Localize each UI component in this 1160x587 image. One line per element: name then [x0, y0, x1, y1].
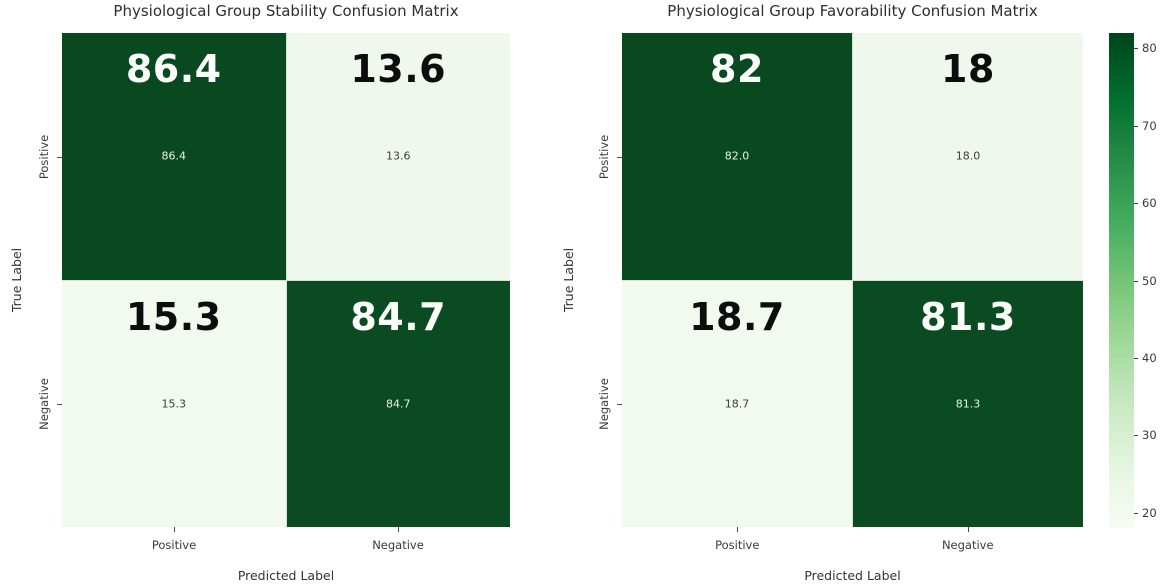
big-value-label: 82	[710, 47, 764, 91]
big-value-label: 84.7	[350, 294, 447, 339]
colorbar-tick-mark	[1134, 280, 1138, 282]
colorbar-tick-mark	[1134, 512, 1138, 514]
y-tick-mark	[57, 403, 62, 405]
stability-axes: Physiological Group Stability Confusion …	[9, 2, 510, 583]
small-value-label: 86.4	[161, 149, 187, 163]
xtick-positive: Positive	[151, 538, 197, 552]
small-value-label: 15.3	[161, 397, 187, 411]
small-value-label: 82.0	[724, 149, 750, 163]
big-value-label: 13.6	[350, 47, 447, 91]
colorbar-tick-mark	[1134, 357, 1138, 359]
colorbar-tick-label: 40	[1142, 350, 1157, 365]
y-tick-mark	[57, 156, 62, 158]
chart-title-stability: Physiological Group Stability Confusion …	[113, 2, 459, 20]
colorbar-tick-mark	[1134, 48, 1138, 50]
colorbar-tick-label: 70	[1142, 118, 1157, 133]
colorbar-tick-mark	[1134, 435, 1138, 437]
chart-title-favorability: Physiological Group Favorability Confusi…	[667, 2, 1038, 20]
big-value-label: 15.3	[125, 294, 222, 339]
big-value-label: 81.3	[920, 294, 1016, 339]
ytick-negative: Negative	[37, 377, 51, 430]
x-axis-label: Predicted Label	[804, 568, 901, 583]
y-axis-label: True Label	[9, 247, 24, 313]
colorbar-tick-label: 80	[1142, 41, 1157, 56]
colorbar-tick-mark	[1134, 203, 1138, 205]
y-axis-label: True Label	[561, 247, 576, 313]
big-value-label: 18	[941, 47, 995, 91]
small-value-label: 18.0	[955, 149, 981, 163]
big-value-label: 86.4	[125, 47, 222, 91]
xtick-negative: Negative	[941, 538, 994, 552]
stability-cell-true-positive: 86.4 86.4	[62, 33, 286, 280]
stability-heatmap-grid: 86.4 86.4 13.6 13.6 15.3 15.3 84.7 84.7	[62, 33, 510, 527]
ytick-negative: Negative	[597, 377, 611, 430]
colorbar-tick-label: 20	[1142, 505, 1157, 520]
stability-cell-false-negative: 13.6 13.6	[286, 33, 510, 280]
small-value-label: 84.7	[386, 397, 411, 411]
xtick-positive: Positive	[715, 538, 760, 552]
small-value-label: 18.7	[724, 397, 750, 411]
ytick-positive: Positive	[597, 134, 611, 179]
favorability-cell-false-positive: 18.7 18.7	[622, 280, 852, 527]
favorability-axes: Physiological Group Favorability Confusi…	[561, 2, 1083, 583]
colorbar: 80 70 60 50 40 30 20	[1109, 33, 1157, 528]
colorbar-tick-label: 30	[1142, 428, 1157, 443]
favorability-heatmap-grid: 82 82.0 18 18.0 18.7 18.7 81.3 81.3	[622, 33, 1083, 527]
xtick-negative: Negative	[372, 538, 424, 552]
y-tick-mark	[617, 156, 622, 158]
stability-cell-true-negative: 84.7 84.7	[286, 280, 510, 527]
y-tick-mark	[617, 403, 622, 405]
small-value-label: 81.3	[955, 397, 981, 411]
colorbar-tick-label: 60	[1142, 196, 1157, 211]
x-axis-label: Predicted Label	[237, 568, 335, 583]
favorability-cell-false-negative: 18 18.0	[853, 33, 1083, 280]
x-tick-mark	[398, 527, 399, 532]
small-value-label: 13.6	[386, 149, 411, 163]
stability-cell-false-positive: 15.3 15.3	[62, 280, 286, 527]
x-tick-mark	[967, 527, 969, 532]
x-tick-mark	[174, 527, 175, 532]
ytick-positive: Positive	[37, 134, 51, 179]
colorbar-gradient	[1109, 33, 1134, 528]
colorbar-tick-mark	[1134, 125, 1138, 127]
favorability-cell-true-negative: 81.3 81.3	[853, 280, 1083, 527]
colorbar-tick-label: 50	[1142, 273, 1157, 288]
big-value-label: 18.7	[689, 294, 785, 339]
x-tick-mark	[737, 527, 739, 532]
favorability-cell-true-positive: 82 82.0	[622, 33, 852, 280]
